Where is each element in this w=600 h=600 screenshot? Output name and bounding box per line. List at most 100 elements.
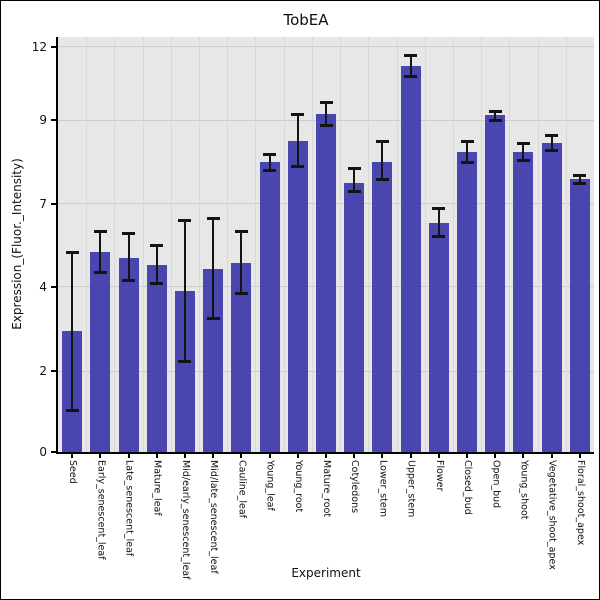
y-tick-mark xyxy=(51,119,56,122)
bar xyxy=(541,143,562,452)
bar xyxy=(316,114,336,452)
error-bar-line xyxy=(155,245,158,283)
error-bar-cap xyxy=(545,148,559,152)
error-bar-line xyxy=(578,174,581,183)
error-bar-line xyxy=(268,153,271,171)
bar xyxy=(344,182,365,452)
error-bar-line xyxy=(325,101,327,125)
error-bar-cap xyxy=(65,251,79,255)
x-tick-label: Late_senescent_leaf xyxy=(123,460,135,557)
error-bar-cap xyxy=(516,159,530,163)
error-bar-cap xyxy=(122,231,136,235)
error-bar-cap xyxy=(319,123,333,127)
x-tick-mark xyxy=(522,454,525,458)
error-bar-line xyxy=(466,141,469,163)
error-bar-cap xyxy=(150,244,164,248)
error-bar-line xyxy=(409,55,412,77)
error-bar-cap xyxy=(432,206,446,210)
error-bar-line xyxy=(296,114,299,167)
error-bar-cap xyxy=(375,140,389,144)
y-tick-mark xyxy=(51,285,56,288)
x-tick-label: Cotyledons xyxy=(349,460,361,514)
error-bar-cap xyxy=(93,230,107,234)
chart-title: TobEA xyxy=(283,11,329,29)
error-bar-cap xyxy=(573,181,587,185)
y-tick-mark xyxy=(51,370,56,373)
error-bar-line xyxy=(127,232,130,280)
bar xyxy=(428,223,449,452)
x-tick-mark xyxy=(409,454,412,458)
gridline-v xyxy=(481,37,483,452)
error-bar-line xyxy=(522,143,525,161)
gridline-v xyxy=(227,37,229,452)
error-bar-cap xyxy=(573,173,587,177)
error-bar-cap xyxy=(347,167,361,171)
error-bar-cap xyxy=(545,134,559,137)
y-tick-label: 0 xyxy=(39,445,47,459)
error-bar-cap xyxy=(206,216,220,220)
gridline-v xyxy=(142,37,144,452)
error-bar-cap xyxy=(234,230,248,234)
x-tick-mark xyxy=(578,454,581,458)
error-bar-cap xyxy=(404,75,418,79)
x-tick-label: Mature_leaf xyxy=(151,460,163,516)
error-bar-cap xyxy=(93,270,107,274)
x-tick-mark xyxy=(381,454,384,458)
gridline-v xyxy=(170,37,172,452)
error-bar-line xyxy=(99,231,102,272)
x-tick-label: Mature_root xyxy=(321,460,332,518)
gridline-v xyxy=(114,37,116,452)
error-bar-line xyxy=(494,110,497,121)
x-tick-label: Young_leaf xyxy=(264,460,276,511)
x-tick-mark xyxy=(155,454,158,458)
error-bar-cap xyxy=(488,119,502,123)
error-bar-cap xyxy=(516,142,530,146)
gridline-v xyxy=(199,37,201,452)
bar xyxy=(569,178,590,452)
bar xyxy=(231,263,252,452)
x-tick-label: Young_shoot xyxy=(518,460,530,520)
error-bar-cap xyxy=(291,165,305,169)
error-bar-line xyxy=(550,135,553,150)
gridline-v xyxy=(509,37,511,452)
x-tick-label: Open_bud xyxy=(490,460,502,509)
x-tick-mark xyxy=(437,454,440,458)
gridline-v xyxy=(86,37,88,452)
x-tick-label: Closed_bud xyxy=(462,460,474,515)
error-bar-cap xyxy=(234,292,248,296)
x-tick-mark xyxy=(353,454,356,458)
x-axis-line xyxy=(56,452,594,454)
gridline-v xyxy=(340,37,342,452)
error-bar-cap xyxy=(404,54,418,58)
bar xyxy=(513,151,534,452)
x-tick-mark xyxy=(71,454,74,458)
error-bar-line xyxy=(353,168,356,192)
bar xyxy=(118,257,139,452)
error-bar-cap xyxy=(178,219,192,223)
y-tick-mark xyxy=(51,45,56,48)
bar xyxy=(485,115,506,452)
y-axis-line xyxy=(56,37,58,454)
x-tick-mark xyxy=(325,454,327,458)
gridline-v xyxy=(283,37,285,452)
y-tick-mark xyxy=(51,451,56,453)
y-tick-label: 2 xyxy=(39,364,47,379)
y-tick-mark xyxy=(51,202,56,205)
gridline-v xyxy=(424,37,426,452)
error-bar-cap xyxy=(150,281,164,285)
bar xyxy=(287,141,308,452)
error-bar-cap xyxy=(178,359,192,363)
x-tick-mark xyxy=(494,454,497,458)
error-bar-cap xyxy=(291,113,305,117)
x-tick-mark xyxy=(296,454,299,458)
x-tick-label: Mid/early_senescent_leaf xyxy=(179,460,191,580)
x-tick-mark xyxy=(268,454,271,458)
error-bar-line xyxy=(437,207,440,236)
error-bar-cap xyxy=(347,190,361,194)
bar xyxy=(203,268,224,452)
error-bar-cap xyxy=(65,408,79,412)
x-tick-mark xyxy=(127,454,130,458)
bar xyxy=(174,291,195,452)
y-tick-label: 4 xyxy=(39,279,47,294)
